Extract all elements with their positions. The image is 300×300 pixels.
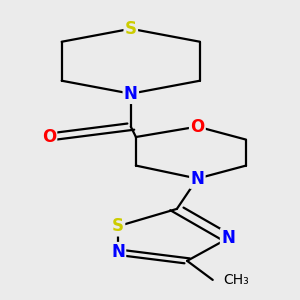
- Text: N: N: [111, 243, 125, 261]
- Text: N: N: [124, 85, 138, 103]
- Text: S: S: [112, 217, 124, 235]
- Text: S: S: [125, 20, 137, 38]
- Text: O: O: [42, 128, 56, 146]
- Text: O: O: [190, 118, 205, 136]
- Text: CH₃: CH₃: [223, 273, 249, 287]
- Text: N: N: [221, 229, 235, 247]
- Text: N: N: [190, 169, 204, 188]
